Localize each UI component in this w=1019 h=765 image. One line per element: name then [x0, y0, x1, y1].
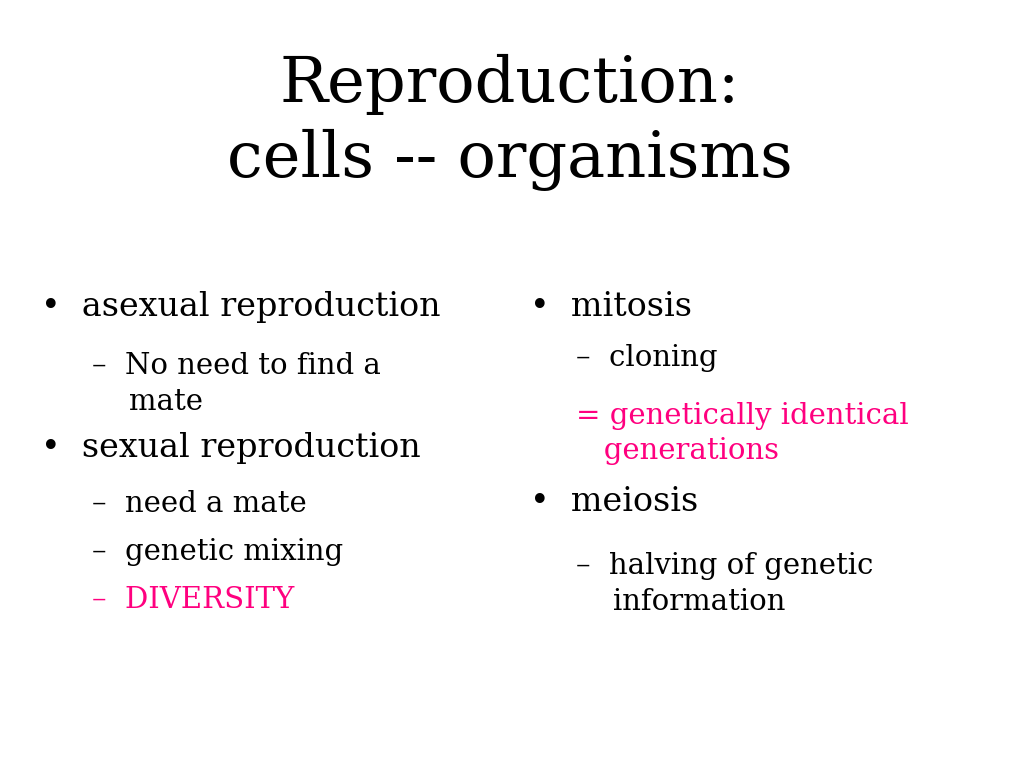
Text: = genetically identical
   generations: = genetically identical generations	[576, 402, 908, 465]
Text: –  DIVERSITY: – DIVERSITY	[92, 586, 293, 614]
Text: –  need a mate: – need a mate	[92, 490, 307, 518]
Text: •  sexual reproduction: • sexual reproduction	[41, 432, 420, 464]
Text: •  asexual reproduction: • asexual reproduction	[41, 291, 440, 323]
Text: –  genetic mixing: – genetic mixing	[92, 538, 342, 566]
Text: Reproduction:
cells -- organisms: Reproduction: cells -- organisms	[227, 54, 792, 191]
Text: •  meiosis: • meiosis	[530, 486, 698, 518]
Text: –  No need to find a
    mate: – No need to find a mate	[92, 352, 380, 415]
Text: –  cloning: – cloning	[576, 344, 717, 373]
Text: –  halving of genetic
    information: – halving of genetic information	[576, 552, 873, 616]
Text: •  mitosis: • mitosis	[530, 291, 692, 323]
